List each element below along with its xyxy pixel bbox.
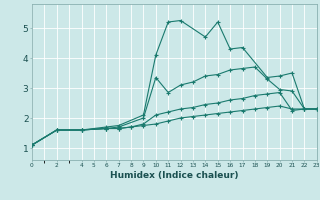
- X-axis label: Humidex (Indice chaleur): Humidex (Indice chaleur): [110, 171, 239, 180]
